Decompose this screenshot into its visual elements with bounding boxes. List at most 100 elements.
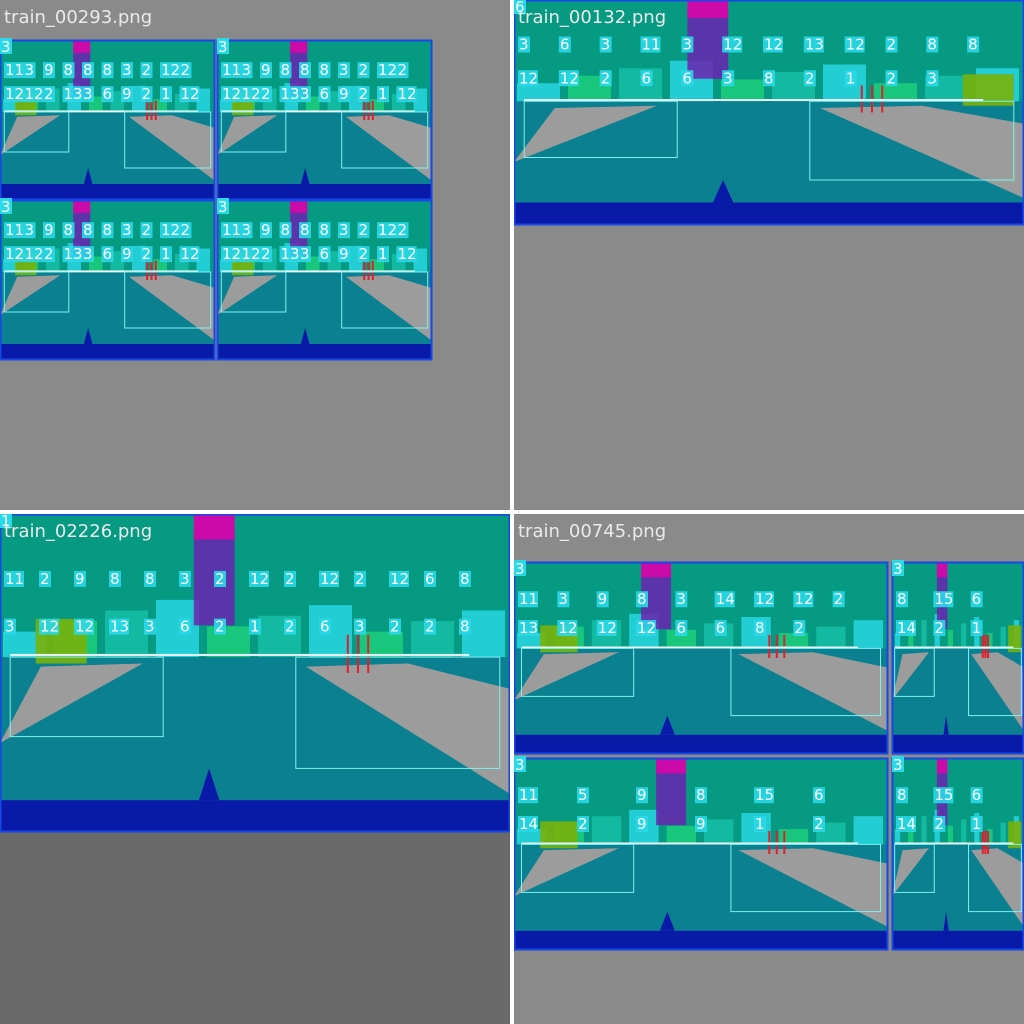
- class-label-text: 2: [285, 570, 295, 588]
- frame-tag: [217, 198, 229, 214]
- tower-segment: [687, 11, 729, 79]
- class-label-text: 2: [887, 69, 897, 87]
- class-label-tag: [140, 246, 153, 263]
- class-label-tag: [518, 787, 538, 804]
- class-label-text: 2: [261, 85, 271, 103]
- class-label-tag: [722, 36, 743, 53]
- class-label-tag: [160, 62, 180, 79]
- class-label-tag: [101, 86, 114, 103]
- class-label-tag: [221, 86, 241, 103]
- class-label-tag: [357, 86, 370, 103]
- horizontal-divider: [0, 510, 1024, 514]
- class-label-tag: [459, 618, 471, 635]
- class-label-text: 14: [716, 590, 735, 608]
- sand-slope: [0, 115, 61, 156]
- class-label-text: 9: [44, 61, 54, 79]
- class-label-tag: [23, 246, 44, 263]
- class-label-text: 8: [764, 69, 774, 87]
- class-label-tag: [636, 620, 656, 637]
- sand-slope: [129, 275, 215, 341]
- class-label-text: 9: [339, 85, 349, 103]
- class-label-tag: [240, 222, 253, 239]
- frame-tag: [0, 198, 12, 214]
- class-label-text: 12: [222, 85, 241, 103]
- annotation-box: [341, 271, 429, 329]
- class-label-text: 8: [281, 61, 291, 79]
- class-label-tag: [23, 62, 36, 79]
- class-label-text: 12: [558, 619, 577, 637]
- class-label-text: 12: [378, 221, 397, 239]
- class-label-tag: [43, 222, 55, 239]
- deck-line: [221, 270, 415, 273]
- class-label-text: 9: [122, 85, 132, 103]
- structure-block: [895, 633, 901, 649]
- class-label-text: 2: [44, 85, 54, 103]
- class-label-text: 2: [390, 618, 400, 636]
- frame-outline: [514, 561, 889, 755]
- class-label-text: 3: [927, 69, 937, 87]
- annotation-box: [809, 100, 1015, 181]
- class-label-text: 3: [180, 570, 190, 588]
- class-label-text: 12: [181, 85, 200, 103]
- class-label-text: 2: [142, 85, 152, 103]
- class-label-text: 1: [972, 619, 982, 637]
- class-label-text: 8: [320, 61, 330, 79]
- class-label-text: 11: [642, 36, 661, 54]
- class-label-tag: [558, 70, 579, 87]
- tower-segment: [290, 48, 308, 96]
- class-label-text: 12: [5, 245, 24, 263]
- class-label-text: 12: [320, 570, 339, 588]
- scene-frame: 3 6 3 11 3 12 12 13 12 2 8 812 12 2 6 6 3 8 2 1 2 36: [514, 0, 1024, 226]
- class-label-tag: [926, 70, 939, 87]
- class-label-tag: [279, 222, 292, 239]
- class-label-tag: [885, 70, 898, 87]
- class-label-tag: [518, 36, 530, 53]
- structure-block: [360, 631, 403, 658]
- class-label-tag: [240, 86, 261, 103]
- class-label-text: 1: [378, 245, 388, 263]
- structure-block: [666, 629, 696, 649]
- tower-top: [73, 200, 91, 213]
- class-label-tag: [284, 570, 296, 587]
- class-label-tag: [763, 36, 783, 53]
- sand-slope: [346, 115, 432, 181]
- class-label-text: 12: [637, 619, 656, 637]
- tile-filename: train_00132.png: [518, 7, 667, 28]
- class-label-tag: [249, 618, 261, 635]
- class-label-tag: [121, 62, 133, 79]
- structure-block: [816, 626, 846, 649]
- annotation-box: [730, 647, 882, 717]
- deep-water-band: [892, 734, 1024, 754]
- tower-top: [936, 562, 948, 578]
- sand-slope: [514, 848, 619, 897]
- deck-line: [521, 842, 859, 845]
- class-label-tag: [357, 246, 370, 263]
- class-label-text: 2: [261, 245, 271, 263]
- annotation-box: [3, 271, 70, 313]
- class-label-text: 2: [359, 221, 369, 239]
- class-label-text: 9: [44, 221, 54, 239]
- class-label-tag: [557, 620, 578, 637]
- class-label-text: 6: [320, 85, 330, 103]
- structure-block: [517, 633, 547, 649]
- class-label-text: 12: [25, 85, 44, 103]
- class-label-text: 14: [897, 619, 916, 637]
- deck-line: [524, 99, 984, 101]
- frame-outline: [216, 199, 433, 361]
- class-label-text: 2: [934, 815, 944, 833]
- frame-tag: [514, 756, 526, 772]
- class-label-tag: [214, 618, 226, 635]
- tower-segment: [290, 208, 308, 256]
- class-label-text: 6: [180, 618, 190, 636]
- class-label-tag: [140, 86, 153, 103]
- class-label-tag: [459, 570, 471, 587]
- deep-water-band: [892, 930, 1024, 950]
- structure-block: [987, 829, 993, 845]
- class-label-text: 8: [145, 570, 155, 588]
- class-label-text: 2: [285, 618, 295, 636]
- class-label-tag: [39, 618, 59, 635]
- class-label-tag: [179, 62, 192, 79]
- class-label-text: 8: [897, 590, 907, 608]
- structure-block: [591, 816, 622, 845]
